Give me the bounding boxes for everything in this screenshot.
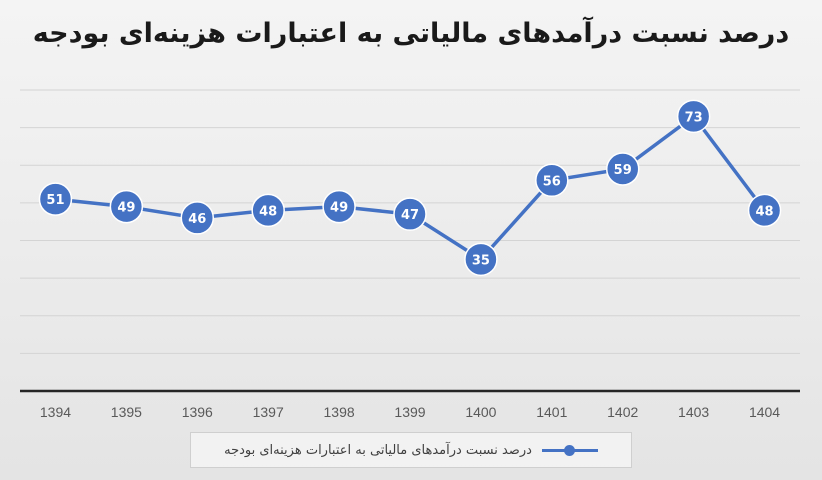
data-label: 35 — [472, 253, 490, 268]
data-point — [180, 201, 215, 235]
data-point — [535, 163, 569, 198]
data-label: 47 — [401, 208, 419, 223]
data-point — [747, 193, 782, 228]
data-point — [251, 193, 285, 228]
legend-series-label: درصد نسبت درآمدهای مالیاتی به اعتبارات ه… — [224, 442, 532, 458]
data-label: 49 — [330, 201, 348, 216]
data-point — [322, 189, 356, 224]
chart-title: درصد نسبت درآمدهای مالیاتی به اعتبارات ه… — [32, 18, 790, 49]
data-label: 73 — [685, 110, 703, 125]
data-label: 48 — [755, 204, 773, 219]
data-point — [393, 197, 427, 231]
data-label: 51 — [46, 193, 64, 208]
x-tick-label: 1396 — [182, 404, 213, 420]
data-label: 56 — [543, 174, 561, 189]
data-label: 59 — [614, 163, 632, 178]
x-tick-label: 1400 — [465, 404, 496, 420]
x-tick-label: 1397 — [253, 404, 284, 420]
x-tick-label: 1404 — [749, 404, 780, 420]
series-line — [55, 114, 766, 262]
data-point — [605, 152, 640, 186]
x-tick-label: 1401 — [536, 404, 567, 420]
x-tick-label: 1399 — [394, 404, 425, 420]
data-point — [38, 182, 73, 216]
x-tick-label: 1402 — [607, 404, 638, 420]
x-tick-label: 1395 — [111, 404, 142, 420]
legend-line-swatch — [541, 443, 598, 457]
data-label: 49 — [117, 201, 135, 216]
data-point — [464, 242, 498, 277]
data-label: 48 — [259, 204, 277, 219]
data-point — [676, 99, 711, 134]
data-label: 46 — [188, 212, 206, 227]
x-tick-label: 1403 — [678, 404, 709, 420]
x-tick-label: 1394 — [40, 404, 71, 420]
data-point — [109, 189, 144, 224]
chart-legend: درصد نسبت درآمدهای مالیاتی به اعتبارات ه… — [190, 432, 632, 468]
x-tick-label: 1398 — [324, 404, 355, 420]
